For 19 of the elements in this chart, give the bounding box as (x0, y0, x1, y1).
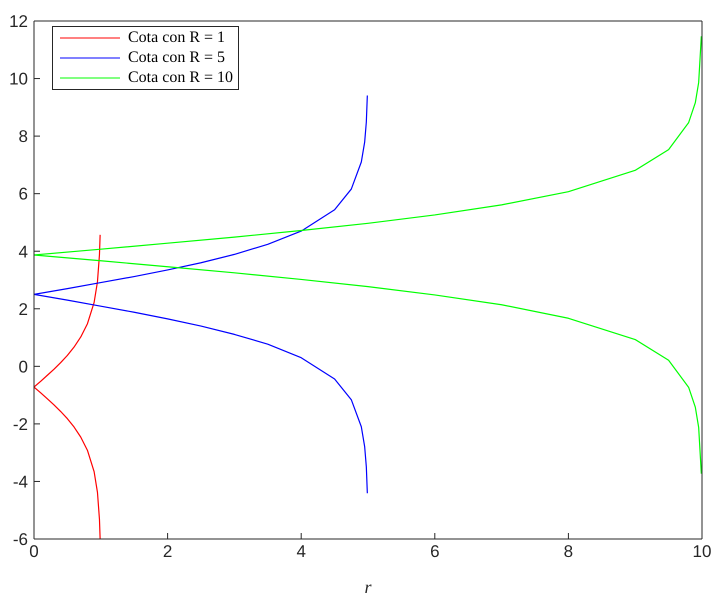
x-tick-label: 4 (296, 542, 306, 562)
legend-label: Cota con R = 1 (128, 28, 226, 48)
x-tick-label: 8 (564, 542, 574, 562)
y-tick-label: -6 (12, 530, 28, 550)
x-tick-label: 10 (692, 542, 712, 562)
y-tick-label: 4 (18, 242, 28, 262)
x-tick-label: 2 (162, 542, 172, 562)
y-tick-label: 12 (9, 12, 28, 32)
legend-label: Cota con R = 5 (128, 48, 226, 68)
y-tick-label: -2 (12, 414, 28, 434)
y-tick-label: 10 (9, 70, 28, 89)
y-tick-label: 2 (18, 300, 28, 319)
legend-label: Cota con R = 10 (128, 68, 234, 88)
y-tick-label: 0 (18, 357, 28, 376)
y-tick-label: 6 (18, 184, 28, 204)
y-tick-label: 8 (18, 127, 28, 146)
x-tick-label: 6 (430, 542, 440, 562)
y-tick-label: -4 (12, 472, 28, 492)
x-axis-title: r (364, 577, 372, 597)
